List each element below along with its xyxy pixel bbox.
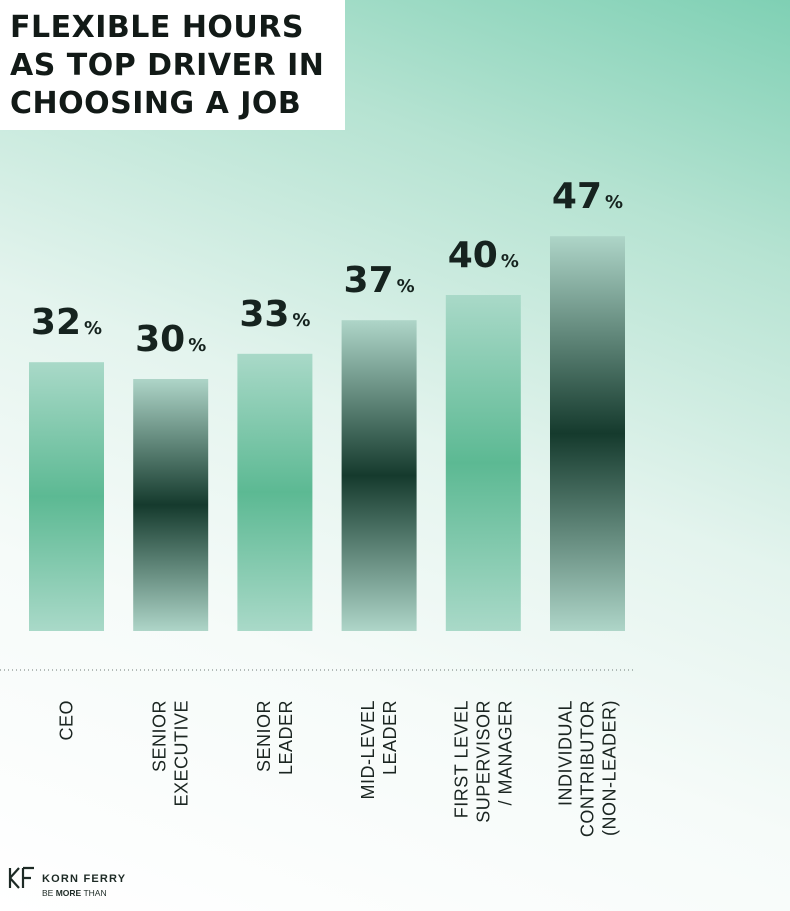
brand-tagline: BE MORE THAN xyxy=(42,888,107,898)
category-label-line: CEO xyxy=(57,700,77,741)
category-label: INDIVIDUAL CONTRIBUTOR (NON-LEADER) xyxy=(556,700,620,837)
category-label: SENIOR LEADER xyxy=(254,700,296,775)
bar-value-label: 33% xyxy=(239,294,310,335)
chart-title-line-1: FLEXIBLE HOURS xyxy=(10,10,304,45)
brand-name: KORN FERRY xyxy=(42,873,127,885)
category-label-line: SUPERVISOR xyxy=(473,700,493,823)
category-label-line: SENIOR xyxy=(150,700,170,772)
category-label-line: LEADER xyxy=(380,700,400,775)
bar xyxy=(133,379,209,631)
category-label-line: / MANAGER xyxy=(495,700,515,806)
category-label-line: FIRST LEVEL xyxy=(451,700,471,818)
category-label-line: LEADER xyxy=(276,700,296,775)
title-box xyxy=(0,0,345,130)
category-label: CEO xyxy=(57,700,77,741)
category-label: MID-LEVEL LEADER xyxy=(358,700,400,800)
category-label-line: INDIVIDUAL xyxy=(556,700,576,806)
bar xyxy=(237,353,313,631)
category-label-line: MID-LEVEL xyxy=(358,700,378,800)
bar-value-label: 37% xyxy=(344,260,415,301)
category-label: SENIOR EXECUTIVE xyxy=(150,700,192,807)
category-label-line: SENIOR xyxy=(254,700,274,772)
category-label-line: EXECUTIVE xyxy=(172,700,192,807)
bar xyxy=(29,362,104,631)
bar xyxy=(341,320,417,631)
bar xyxy=(445,295,521,631)
chart-title-line-3: CHOOSING A JOB xyxy=(10,86,302,121)
chart-title-line-2: AS TOP DRIVER IN xyxy=(10,48,325,83)
bar-value-label: 30% xyxy=(135,319,206,360)
category-label-line: (NON-LEADER) xyxy=(600,700,620,836)
bar-value-label: 40% xyxy=(448,235,519,276)
bar xyxy=(550,236,625,631)
bar-value-label: 47% xyxy=(552,176,623,217)
bar-value-label: 32% xyxy=(31,302,102,343)
category-label-line: CONTRIBUTOR xyxy=(578,700,598,837)
category-label: FIRST LEVEL SUPERVISOR / MANAGER xyxy=(451,700,515,823)
korn-ferry-logo-icon xyxy=(8,866,34,889)
